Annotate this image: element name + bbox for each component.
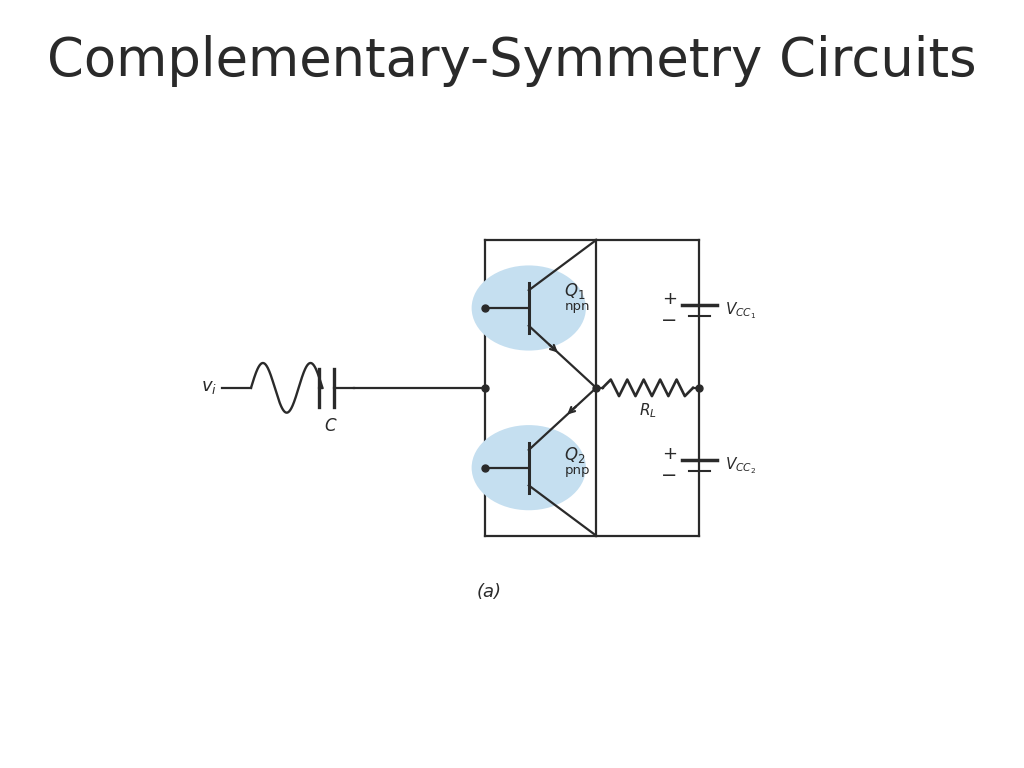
Text: $C$: $C$ — [324, 418, 337, 435]
Text: npn: npn — [564, 300, 590, 313]
Text: $Q_2$: $Q_2$ — [564, 445, 586, 465]
Text: +: + — [662, 290, 677, 308]
Text: $v_i$: $v_i$ — [201, 378, 217, 396]
Text: pnp: pnp — [564, 464, 590, 476]
Text: $R_L$: $R_L$ — [639, 401, 656, 419]
Text: $V_{CC_1}$: $V_{CC_1}$ — [725, 300, 756, 321]
Circle shape — [472, 425, 586, 510]
Text: +: + — [662, 445, 677, 463]
Text: $V_{CC_2}$: $V_{CC_2}$ — [725, 455, 756, 475]
Text: Complementary-Symmetry Circuits: Complementary-Symmetry Circuits — [47, 35, 977, 87]
Text: $Q_1$: $Q_1$ — [564, 281, 586, 302]
Circle shape — [472, 266, 586, 350]
Text: −: − — [662, 311, 678, 330]
Text: (a): (a) — [476, 583, 502, 601]
Text: −: − — [662, 466, 678, 485]
